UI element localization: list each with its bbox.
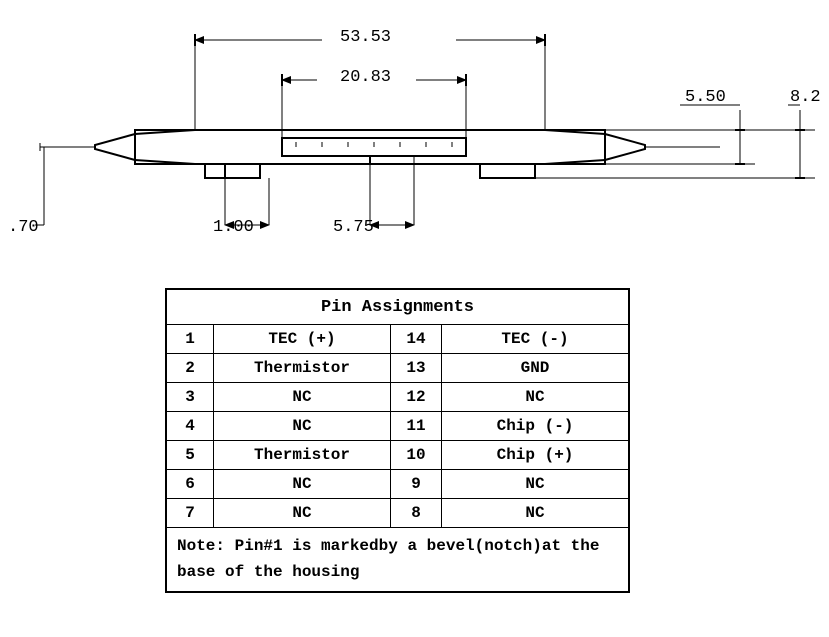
dim-0-70: .70 [8,218,39,237]
dimension-drawing [0,0,829,260]
pin-number: 8 [391,499,442,528]
pin-label: GND [442,354,630,383]
pin-number: 1 [166,325,214,354]
pin-number: 6 [166,470,214,499]
dim-20-83: 20.83 [340,68,391,87]
pin-label: NC [442,470,630,499]
pin-label: Thermistor [214,441,391,470]
pin-label: TEC (+) [214,325,391,354]
table-row: 7NC8NC [166,499,629,528]
pin-number: 7 [166,499,214,528]
table-row: 1TEC (+)14TEC (-) [166,325,629,354]
page: { "figure": { "type": "engineering-drawi… [0,0,829,637]
pin-number: 9 [391,470,442,499]
pin-label: NC [214,412,391,441]
pin-label: TEC (-) [442,325,630,354]
table-row: 3NC12NC [166,383,629,412]
pin-label: NC [442,383,630,412]
dim-5-75: 5.75 [333,218,374,237]
table-note: Note: Pin#1 is markedby a bevel(notch)at… [166,528,629,593]
table-row: 6NC9NC [166,470,629,499]
pin-label: NC [442,499,630,528]
pin-number: 12 [391,383,442,412]
dim-1-00: 1.00 [213,218,254,237]
pin-label: NC [214,499,391,528]
dim-53-53: 53.53 [340,28,391,47]
table-title: Pin Assignments [166,289,629,325]
pin-number: 13 [391,354,442,383]
table-row: 5Thermistor10Chip (+) [166,441,629,470]
pin-number: 11 [391,412,442,441]
pin-number: 10 [391,441,442,470]
table-row: 2Thermistor13GND [166,354,629,383]
pin-label: NC [214,470,391,499]
pin-number: 3 [166,383,214,412]
table-row: 4NC11Chip (-) [166,412,629,441]
pin-number: 4 [166,412,214,441]
pin-number: 14 [391,325,442,354]
pin-number: 2 [166,354,214,383]
pin-label: Chip (+) [442,441,630,470]
pin-label: Thermistor [214,354,391,383]
pin-assignment-table: Pin Assignments 1TEC (+)14TEC (-)2Thermi… [165,288,630,593]
pin-label: Chip (-) [442,412,630,441]
dim-8-2: 8.2 [790,88,821,107]
pin-number: 5 [166,441,214,470]
dim-5-50: 5.50 [685,88,726,107]
pin-label: NC [214,383,391,412]
